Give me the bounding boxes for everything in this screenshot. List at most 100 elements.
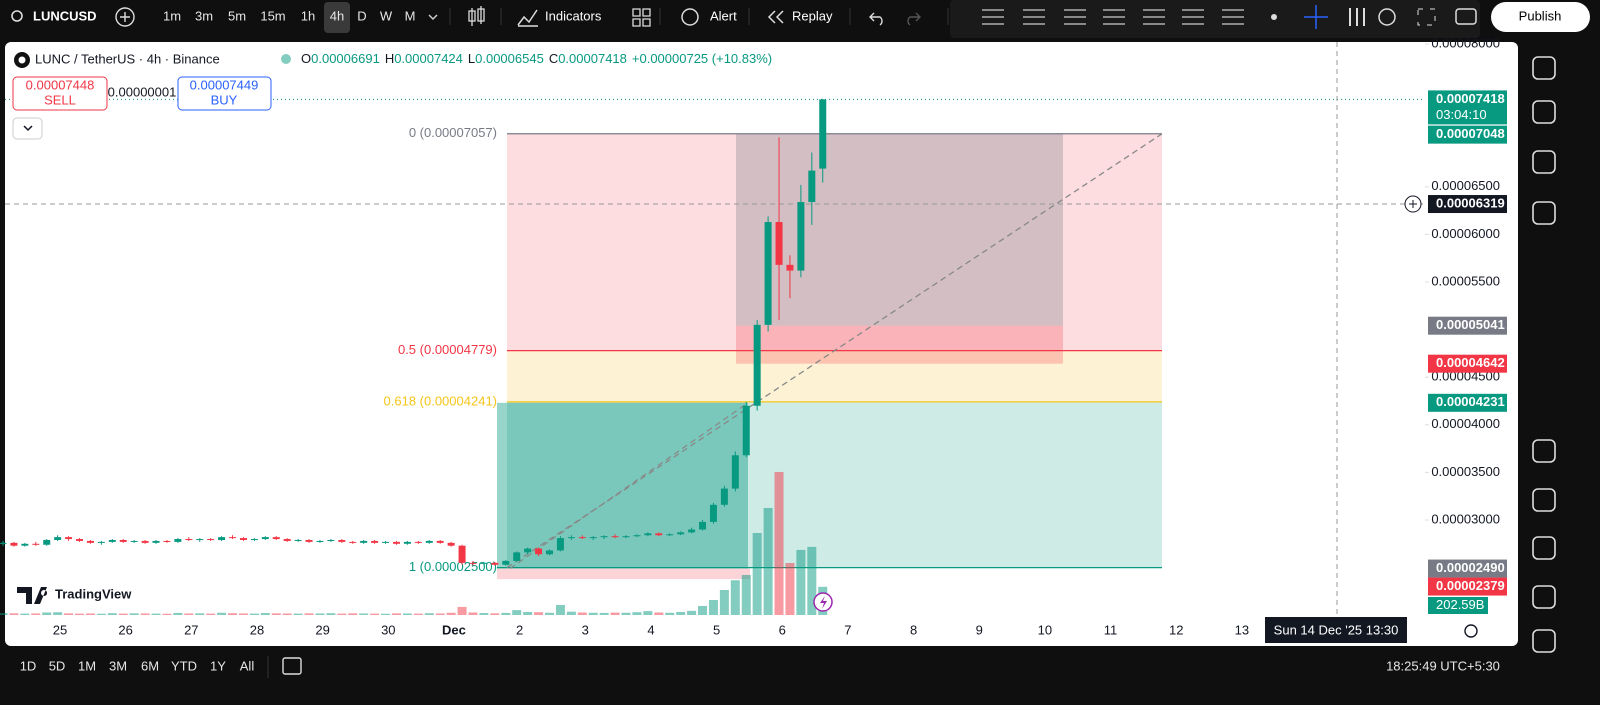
indicators-button[interactable]: Indicators xyxy=(545,8,602,23)
volume-bar xyxy=(610,612,620,615)
candle-body xyxy=(414,541,422,543)
alert-button[interactable]: Alert xyxy=(710,8,737,23)
candle-icon[interactable] xyxy=(468,6,485,26)
axis-settings[interactable] xyxy=(1464,624,1478,638)
candle-body xyxy=(819,99,827,169)
sidebar-icon[interactable] xyxy=(1532,439,1556,463)
x-tick-label: 7 xyxy=(844,622,851,637)
x-tick-label: 28 xyxy=(250,622,264,637)
volume-bar xyxy=(370,613,380,615)
drawing-tool[interactable] xyxy=(1103,9,1125,25)
sell-button[interactable] xyxy=(12,76,108,111)
buy-price[interactable]: 0.00007449 xyxy=(190,77,259,92)
price-label: 0.00006319 xyxy=(1436,195,1505,210)
sidebar-icon[interactable] xyxy=(1532,56,1556,80)
range-button[interactable]: All xyxy=(240,658,255,673)
range-button[interactable]: 1Y xyxy=(210,658,226,673)
candle-body xyxy=(502,560,510,565)
y-tick-label: 0.00005500 xyxy=(1431,273,1500,288)
candle-body xyxy=(10,542,18,546)
symbol[interactable]: LUNCUSD xyxy=(33,8,97,23)
settings[interactable] xyxy=(1378,8,1396,26)
drawing-tool[interactable] xyxy=(982,9,1004,25)
legend-c-label: C xyxy=(549,51,558,66)
candle-body xyxy=(108,539,116,542)
bars-tool[interactable] xyxy=(1349,8,1365,26)
range-button[interactable]: 5D xyxy=(49,658,66,673)
range-button[interactable]: YTD xyxy=(171,658,197,673)
buy-button[interactable] xyxy=(177,76,272,111)
candle-body xyxy=(797,202,805,271)
crosshair-date-bg xyxy=(1265,617,1407,643)
publish-bg[interactable] xyxy=(1491,2,1590,32)
drawing-tool[interactable] xyxy=(1064,9,1086,25)
sidebar-icon[interactable] xyxy=(1532,536,1556,560)
legend-l-label: L xyxy=(468,51,475,66)
volume-bar xyxy=(359,613,369,615)
interval[interactable]: 15m xyxy=(260,8,285,23)
range-button[interactable]: 6M xyxy=(141,658,159,673)
date-range-icon[interactable] xyxy=(282,657,302,675)
interval[interactable]: 4h xyxy=(330,8,344,23)
sell-label[interactable]: SELL xyxy=(44,92,76,107)
fib-label: 0.5 (0.00004779) xyxy=(398,342,497,357)
publish-button[interactable]: Publish xyxy=(1519,8,1562,23)
range-button[interactable]: 3M xyxy=(109,658,127,673)
drawing-tool[interactable] xyxy=(1222,9,1244,25)
interval[interactable]: 3m xyxy=(195,8,213,23)
indicators-icon xyxy=(517,9,538,27)
range-button[interactable]: 1D xyxy=(20,658,37,673)
interval[interactable]: 1m xyxy=(163,8,181,23)
drawing-tool[interactable] xyxy=(1023,9,1045,25)
redo[interactable] xyxy=(907,12,921,26)
sidebar-icon[interactable] xyxy=(1532,201,1556,225)
interval[interactable]: W xyxy=(380,8,393,23)
sidebar-icon[interactable] xyxy=(1532,100,1556,124)
fib-label: 0 (0.00007057) xyxy=(409,125,497,140)
volume-bar xyxy=(785,563,795,615)
interval[interactable]: 5m xyxy=(228,8,246,23)
volume-bar xyxy=(402,613,412,615)
drawing-tool[interactable] xyxy=(1182,9,1204,25)
fib-zone xyxy=(507,350,1162,402)
interval[interactable]: 1h xyxy=(301,8,315,23)
volume-bar xyxy=(632,612,642,615)
candle-body xyxy=(589,537,597,539)
buy-label[interactable]: BUY xyxy=(211,92,238,107)
sidebar-icon[interactable] xyxy=(1532,585,1556,609)
interval[interactable]: M xyxy=(405,8,416,23)
snapshot[interactable] xyxy=(1455,8,1477,25)
volume-bar xyxy=(118,613,128,615)
sell-price[interactable]: 0.00007448 xyxy=(26,77,95,92)
fullscreen[interactable] xyxy=(1417,8,1436,26)
volume-bar xyxy=(184,613,194,615)
templates-icon[interactable] xyxy=(632,8,651,27)
volume-bar xyxy=(763,507,773,615)
sidebar-icon[interactable] xyxy=(1532,488,1556,512)
volume-bar xyxy=(676,611,686,615)
candle-body xyxy=(97,541,105,543)
price-label: 0.00004642 xyxy=(1436,355,1505,370)
sidebar-icon[interactable] xyxy=(1532,150,1556,174)
candle-body xyxy=(327,539,335,541)
replay-button[interactable]: Replay xyxy=(792,8,833,23)
candle-body xyxy=(622,536,630,538)
sidebar-icon[interactable] xyxy=(1532,629,1556,653)
volume-bar xyxy=(654,612,664,615)
legend-close: 0.00007418 xyxy=(558,51,627,66)
dot-tool[interactable] xyxy=(1271,14,1277,20)
range-button[interactable]: 1M xyxy=(78,658,96,673)
undo[interactable] xyxy=(869,12,883,26)
x-tick-label: 9 xyxy=(976,622,983,637)
volume-bar xyxy=(140,613,150,615)
drawing-toolbar xyxy=(950,0,1480,38)
drawing-tool[interactable] xyxy=(1143,9,1165,25)
crosshair-tool[interactable] xyxy=(1304,5,1328,29)
candle-body xyxy=(425,540,433,543)
candle-body xyxy=(644,533,652,536)
legend-high: 0.00007424 xyxy=(394,51,463,66)
volume-bar xyxy=(337,613,347,615)
volume-bar xyxy=(545,612,554,615)
interval[interactable]: D xyxy=(357,8,366,23)
add-symbol[interactable] xyxy=(115,7,135,27)
